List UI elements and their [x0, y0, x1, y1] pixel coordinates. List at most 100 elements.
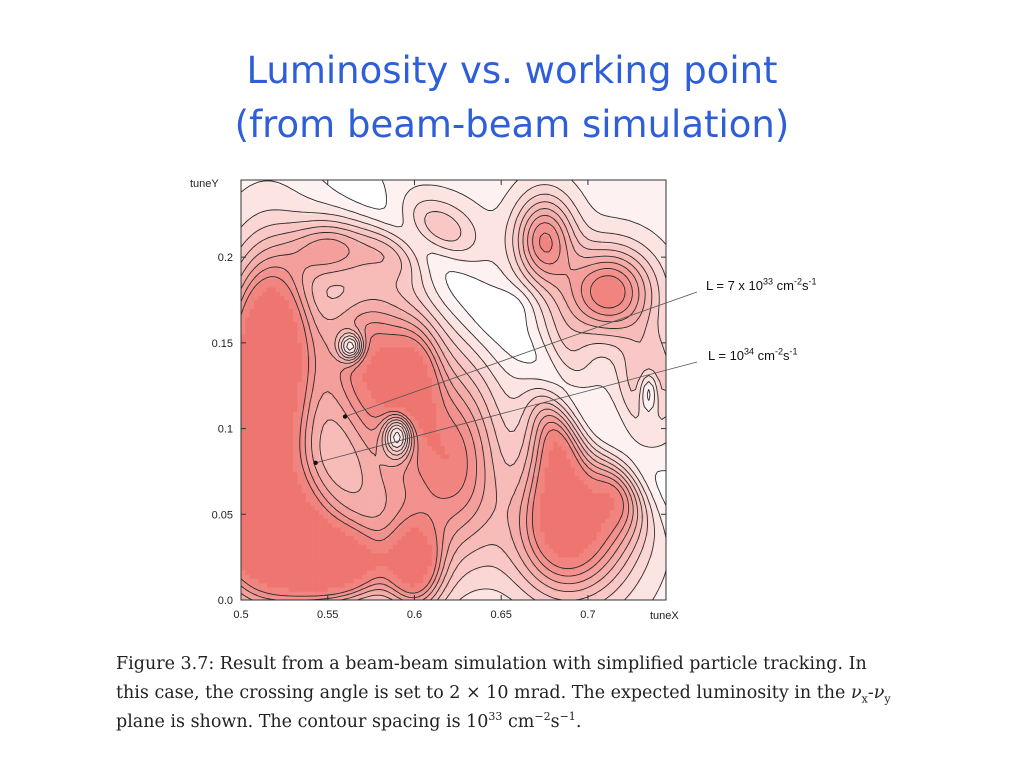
heatmap-cell [254, 480, 259, 485]
heatmap-cell [483, 561, 489, 567]
heatmap-cell [310, 462, 316, 468]
heatmap-cell [366, 518, 372, 524]
heatmap-cell [366, 437, 372, 442]
heatmap-cell [301, 591, 307, 597]
heatmap-cell [553, 445, 558, 451]
heatmap-cell [293, 415, 298, 421]
heatmap-cell [444, 398, 450, 404]
heatmap-cell [600, 587, 606, 592]
heatmap-cell [423, 394, 428, 399]
heatmap-cell [518, 432, 524, 438]
heatmap-cell [609, 527, 615, 532]
heatmap-cell [345, 535, 350, 541]
heatmap-cell [574, 462, 580, 468]
heatmap-cell [639, 540, 645, 545]
heatmap-cell [371, 565, 376, 571]
heatmap-cell [275, 424, 281, 429]
heatmap-cell [262, 428, 268, 434]
heatmap-cell [332, 471, 337, 477]
heatmap-cell [245, 527, 251, 532]
heatmap-cell [587, 394, 593, 399]
heatmap-cell [453, 501, 459, 507]
heatmap-cell [319, 527, 324, 532]
heatmap-cell [548, 587, 554, 592]
heatmap-cell [652, 492, 658, 498]
heatmap-cell [258, 582, 264, 588]
heatmap-cell [436, 591, 441, 597]
heatmap-cell [414, 424, 420, 429]
heatmap-cell [488, 535, 493, 541]
heatmap-cell [501, 432, 506, 438]
heatmap-cell [453, 510, 459, 515]
heatmap-cell [583, 398, 589, 404]
heatmap-cell [384, 527, 389, 532]
heatmap-cell [306, 505, 311, 511]
heatmap-cell [600, 402, 606, 408]
heatmap-cell [340, 415, 346, 421]
heatmap-cell [431, 561, 437, 567]
heatmap-cell [527, 570, 532, 575]
heatmap-cell [613, 441, 619, 447]
heatmap-cell [457, 557, 463, 562]
heatmap-cell [288, 497, 294, 502]
heatmap-cell [405, 505, 411, 511]
heatmap-cell [557, 450, 563, 455]
heatmap-cell [453, 450, 459, 455]
heatmap-cell [587, 501, 593, 507]
heatmap-cell [418, 565, 424, 571]
heatmap-cell [410, 531, 415, 537]
heatmap-cell [418, 407, 424, 412]
heatmap-cell [527, 531, 532, 537]
heatmap-cell [488, 424, 493, 429]
heatmap-cell [284, 437, 290, 442]
heatmap-cell [254, 518, 259, 524]
heatmap-cell [327, 385, 333, 391]
heatmap-cell [301, 458, 307, 464]
heatmap-cell [262, 527, 268, 532]
heatmap-cell [436, 454, 441, 459]
heatmap-cell [410, 394, 415, 399]
heatmap-cell [327, 480, 333, 485]
heatmap-cell [657, 505, 663, 511]
heatmap-cell [488, 398, 493, 404]
heatmap-cell [245, 471, 251, 477]
heatmap-cell [548, 505, 554, 511]
heatmap-cell [618, 385, 623, 391]
heatmap-cell [301, 531, 307, 537]
heatmap-cell [371, 411, 376, 417]
heatmap-cell [444, 415, 450, 421]
heatmap-cell [574, 415, 580, 421]
heatmap-cell [622, 540, 628, 545]
heatmap-cell [323, 398, 329, 404]
heatmap-cell [249, 587, 255, 592]
heatmap-cell [306, 402, 311, 408]
heatmap-cell [397, 557, 402, 562]
heatmap-cell [262, 424, 268, 429]
heatmap-cell [457, 561, 463, 567]
heatmap-cell [609, 420, 615, 425]
heatmap-cell [457, 527, 463, 532]
heatmap-cell [514, 587, 519, 592]
heatmap-cell [319, 497, 324, 502]
heatmap-cell [345, 510, 350, 515]
heatmap-cell [418, 488, 424, 494]
heatmap-cell [522, 505, 528, 511]
heatmap-cell [457, 570, 463, 575]
heatmap-cell [605, 398, 610, 404]
heatmap-cell [609, 390, 615, 395]
heatmap-cell [453, 411, 459, 417]
heatmap-cell [449, 497, 454, 502]
heatmap-cell [574, 385, 580, 391]
heatmap-cell [566, 591, 571, 597]
heatmap-cell [661, 505, 667, 511]
heatmap-cell [639, 535, 645, 541]
heatmap-cell [375, 591, 381, 597]
heatmap-cell [340, 505, 346, 511]
heatmap-cell [401, 450, 407, 455]
heatmap-cell [657, 394, 663, 399]
heatmap-cell [509, 381, 515, 387]
heatmap-cell [505, 381, 511, 387]
heatmap-cell [254, 591, 259, 597]
heatmap-cell [284, 445, 290, 451]
heatmap-cell [535, 591, 541, 597]
